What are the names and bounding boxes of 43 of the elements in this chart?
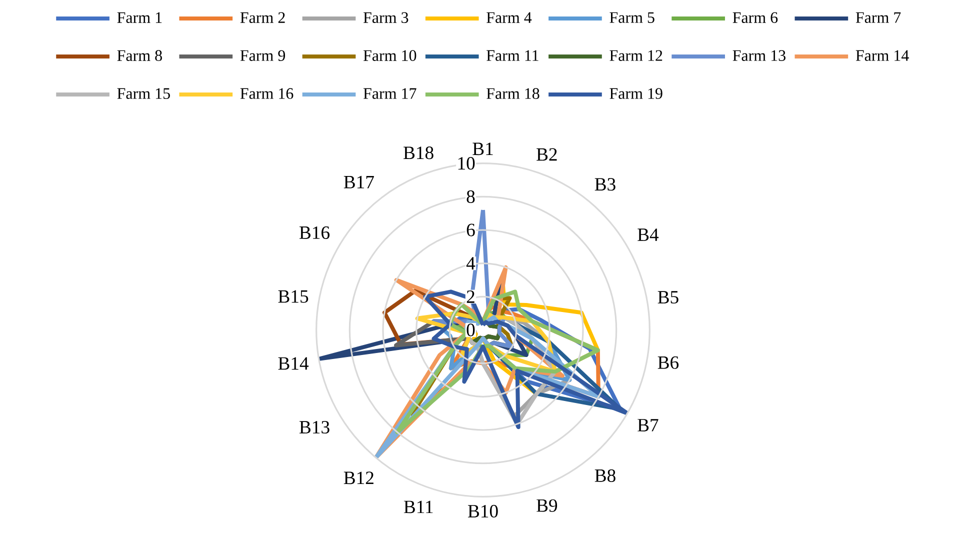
- spoke-label: B14: [278, 357, 309, 370]
- legend-label: Farm 9: [240, 50, 286, 61]
- legend-label: Farm 2: [240, 12, 285, 23]
- y-tick-label: 10: [458, 157, 475, 170]
- spoke-label: B5: [658, 291, 678, 304]
- spoke-label: B15: [278, 290, 308, 303]
- spoke-label: B8: [594, 469, 616, 482]
- y-tick-label: 8: [466, 190, 475, 203]
- spoke-label: B9: [536, 499, 558, 512]
- legend-label: Farm 1: [117, 12, 162, 23]
- spoke-label: B13: [299, 421, 330, 434]
- spoke-label: B10: [468, 504, 498, 518]
- spoke-label: B17: [344, 176, 374, 188]
- legend-label: Farm 4: [486, 12, 532, 23]
- spoke-label: B3: [594, 178, 616, 191]
- legend-label: Farm 10: [363, 50, 416, 61]
- legend-label: Farm 8: [117, 50, 162, 61]
- y-tick-label: 2: [466, 290, 474, 303]
- legend-label: Farm 5: [610, 12, 654, 23]
- spoke-label: B16: [299, 226, 330, 239]
- legend-label: Farm 15: [117, 88, 170, 99]
- spoke-label: B11: [404, 500, 433, 514]
- spoke-label: B6: [658, 356, 679, 369]
- y-tick-label: 6: [466, 224, 475, 236]
- spoke-label: B18: [404, 146, 434, 160]
- legend-label: Farm 13: [732, 50, 786, 61]
- spoke-label: B2: [536, 148, 557, 161]
- legend-label: Farm 12: [610, 50, 662, 61]
- legend-label: Farm 19: [610, 88, 662, 99]
- legend-label: Farm 17: [363, 88, 416, 99]
- spoke-label: B12: [344, 472, 374, 484]
- spoke-label: B4: [638, 228, 659, 241]
- spoke-label: B7: [638, 419, 658, 432]
- legend-label: Farm 11: [486, 50, 538, 61]
- y-tick-label: 4: [466, 257, 476, 270]
- legend-label: Farm 6: [732, 12, 778, 23]
- legend-label: Farm 3: [363, 12, 408, 23]
- legend-label: Farm 7: [856, 12, 901, 23]
- legend-label: Farm 18: [486, 88, 540, 99]
- spoke-label: B1: [472, 142, 493, 156]
- y-tick-label: 0: [466, 324, 475, 336]
- legend-label: Farm 14: [856, 50, 909, 61]
- legend-label: Farm 16: [240, 88, 294, 99]
